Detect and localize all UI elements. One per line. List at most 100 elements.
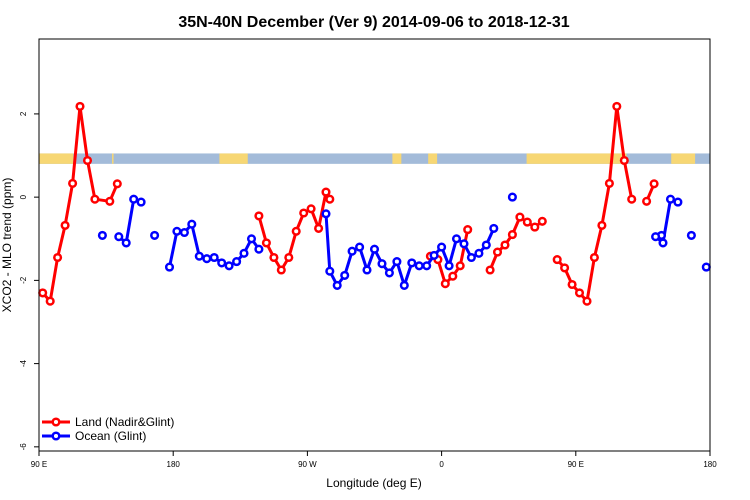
ocean-point [651,232,661,242]
land-band-segment [671,153,696,164]
ocean-point [369,244,380,254]
ocean-point [224,261,234,271]
ocean-point [701,262,711,272]
x-tick-label: 90 E [568,460,584,469]
land-point [254,211,264,221]
land-point [75,101,85,111]
ocean-point [179,227,189,238]
land-point [112,179,122,189]
x-axis-label: Longitude (deg E) [326,476,421,490]
ocean-point [114,232,124,242]
land-point [485,265,495,275]
land-point [325,194,335,204]
land-point [612,101,622,111]
ocean-point [246,234,257,244]
ocean-point [362,265,372,275]
ocean-point [325,266,335,276]
legend: Land (Nadir&Glint)Ocean (Glint) [42,415,174,443]
ocean-point [121,238,131,248]
x-tick-label: 180 [703,460,717,469]
land-point [500,240,510,250]
y-tick-label: 0 [19,194,28,199]
ocean-point [489,223,499,233]
land-point [604,178,614,188]
ocean-point [321,209,331,219]
ocean-point [422,261,432,271]
land-band-segment [39,153,74,164]
land-series-line [41,104,119,303]
land-point [567,279,577,290]
land-point [105,196,115,206]
ocean-point [474,248,484,258]
land-point [530,222,540,232]
legend-land-label: Land (Nadir&Glint) [75,415,174,429]
ocean-series [97,192,711,290]
ocean-point [136,197,146,207]
land-point [582,296,592,306]
legend-ocean-label: Ocean (Glint) [75,429,146,443]
land-point [45,296,55,306]
land-point [560,263,570,273]
y-tick-label: -6 [19,443,28,451]
ocean-point [209,252,219,263]
ocean-point [507,192,517,202]
land-point [276,265,286,275]
ocean-point [459,239,469,249]
land-series [38,101,659,306]
land-point [448,271,458,281]
ocean-point [217,258,227,268]
ocean-band [39,153,710,164]
ocean-point [355,242,365,252]
y-tick-label: 2 [19,111,28,116]
land-point [60,220,70,230]
ocean-point [332,280,342,290]
land-point [284,252,294,263]
land-series-line [556,104,634,303]
land-point [537,216,547,226]
land-point [314,223,324,233]
ocean-point [658,238,668,248]
land-point [53,252,63,263]
plot-area [38,101,711,306]
land-band-segment [526,153,627,164]
land-point [269,252,279,263]
y-tick-label: -2 [19,276,28,284]
land-point [627,194,637,204]
ocean-point [202,254,212,264]
land-point [299,208,309,218]
ocean-point [686,230,696,240]
ocean-point [429,250,439,260]
land-point [455,261,465,271]
land-point [440,279,450,289]
plot-frame [38,38,711,452]
land-point [642,196,652,206]
ocean-point [444,261,454,271]
land-point [68,178,78,188]
land-point [507,230,517,240]
ocean-point [232,257,242,267]
ocean-point [451,234,462,244]
y-axis-label: XCO2 - MLO trend (ppm) [0,178,14,313]
land-point [574,288,585,298]
ocean-point [377,259,387,269]
land-point [522,217,532,227]
x-tick-label: 90 E [31,460,47,469]
land-point [589,252,599,263]
ocean-point [340,270,350,280]
ocean-point [164,262,175,272]
y-tick-label: -4 [19,360,28,368]
chart-title: 35N-40N December (Ver 9) 2014-09-06 to 2… [178,14,569,31]
ocean-point [673,197,683,207]
x-tick-label: 90 W [298,460,317,469]
land-point [261,238,271,248]
land-point [515,212,525,222]
ocean-point [481,240,491,250]
ocean-point [239,248,249,258]
ocean-point [384,268,394,278]
ocean-point [392,257,402,267]
land-point [291,226,301,236]
y-axis: 2 0 -2 -4 -6 [19,111,39,450]
ocean-point [129,194,139,204]
ocean-point [97,230,107,240]
